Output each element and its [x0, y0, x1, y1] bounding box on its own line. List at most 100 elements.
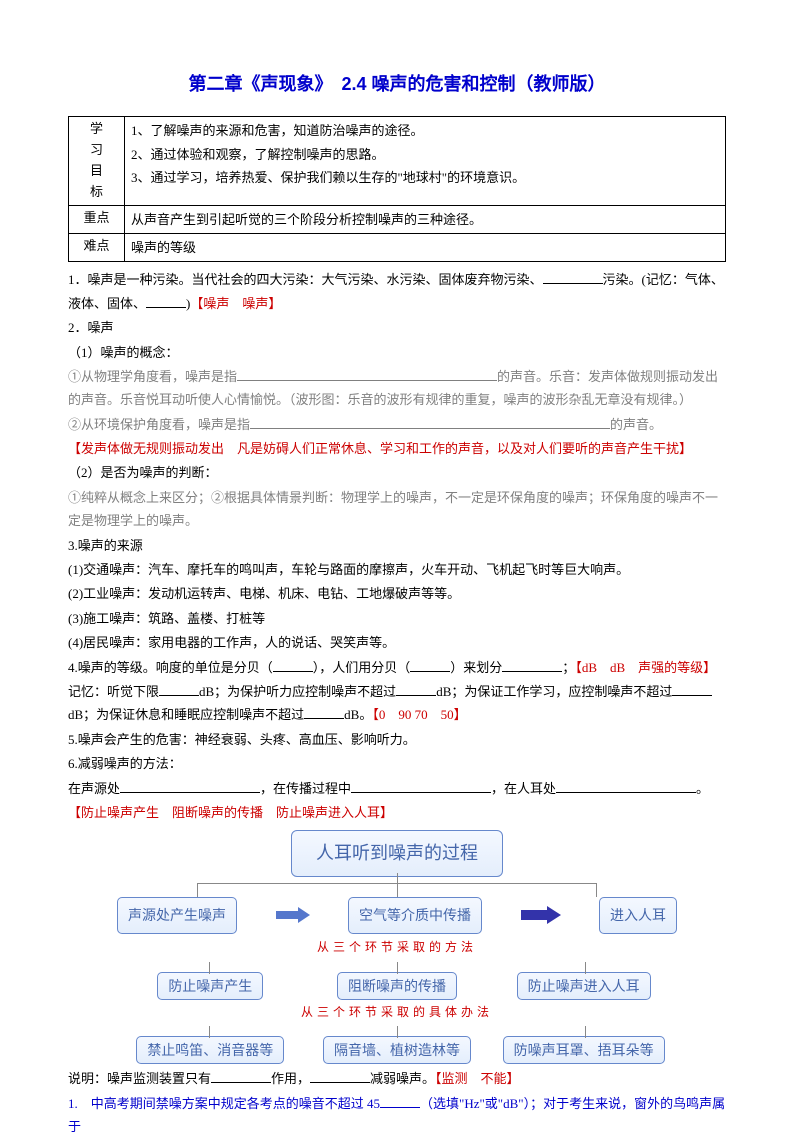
vdown-1	[197, 883, 198, 897]
line-1: 1．噪声是一种污染。当代社会的四大污染：大气污染、水污染、固体废弃物污染、污染。…	[68, 268, 726, 315]
t15e: dB。	[344, 707, 372, 722]
line-10: (1)交通噪声：汽车、摩托车的鸣叫声，车轮与路面的摩擦声，火车开动、飞机起飞时等…	[68, 558, 726, 581]
blank-20a	[211, 1070, 271, 1083]
vdown-2	[397, 883, 398, 897]
diag-red-1: 从三个环节采取的方法	[117, 937, 677, 959]
blank-1a	[543, 271, 603, 284]
question-1: 1. 中高考期间禁噪方案中规定各考点的噪音不超过 45（选填"Hz"或"dB"）…	[68, 1092, 726, 1139]
t18c: ，在人耳处	[491, 781, 556, 796]
v2a	[209, 1026, 210, 1038]
line-18: 在声源处 ，在传播过程中 ，在人耳处 。	[68, 777, 726, 800]
arrow-2	[521, 906, 561, 924]
diag-title: 人耳听到噪声的过程	[291, 830, 503, 876]
t15c: dB；为保证工作学习，应控制噪声不超过	[436, 684, 672, 699]
t20a: 说明：噪声监测装置只有	[68, 1071, 211, 1086]
line-2: 2．噪声	[68, 316, 726, 339]
t14b: ），人们用分贝（	[313, 660, 411, 675]
t15b: dB；为保护听力应控制噪声不超过	[199, 684, 396, 699]
line-16: 5.噪声会产生的危害：神经衰弱、头疼、高血压、影响听力。	[68, 728, 726, 751]
diag-row-sources: 声源处产生噪声 空气等介质中传播 进入人耳	[117, 897, 677, 934]
v2c	[585, 1026, 586, 1038]
line-11: (2)工业噪声：发动机运转声、电梯、机床、电钻、工地爆破声等等。	[68, 582, 726, 605]
diag-red-2: 从三个环节采取的具体办法	[117, 1002, 677, 1024]
objectives-table: 学习目标 1、了解噪声的来源和危害，知道防治噪声的途径。 2、通过体验和观察，了…	[68, 116, 726, 262]
t15a: 记忆：听觉下限	[68, 684, 159, 699]
vconn-2	[117, 1026, 677, 1038]
diag-conn-1	[117, 883, 677, 897]
diag-box-8: 隔音墙、植树造林等	[323, 1036, 471, 1064]
ans-14: 【dB dB 声强的等级】	[575, 660, 716, 675]
v2b	[397, 1026, 398, 1038]
blank-1b	[146, 295, 186, 308]
blank-14b	[410, 659, 450, 672]
blank-q1	[380, 1095, 420, 1108]
t1a: 1．噪声是一种污染。当代社会的四大污染：大气污染、水污染、固体废弃物污染、	[68, 272, 543, 287]
t14a: 4.噪声的等级。响度的单位是分贝（	[68, 660, 273, 675]
t20b: 作用，	[271, 1071, 310, 1086]
blank-15d	[304, 706, 344, 719]
ans-19: 【防止噪声产生 阻断噪声的传播 防止噪声进入人耳】	[68, 801, 726, 824]
t5b: 的声音。	[610, 417, 662, 432]
t5a: ②从环境保护角度看，噪声是指	[68, 417, 250, 432]
obj-left-1: 学习目标	[69, 117, 125, 205]
blank-18b	[351, 780, 491, 793]
t20c: 减弱噪声。	[370, 1071, 435, 1086]
blank-18c	[556, 780, 696, 793]
page-title: 第二章《声现象》 2.4 噪声的危害和控制（教师版）	[68, 68, 726, 100]
line-13: (4)居民噪声：家用电器的工作声，人的说话、哭笑声等。	[68, 631, 726, 654]
blank-15b	[396, 683, 436, 696]
blank-4	[237, 368, 497, 381]
ans-15: 【0 90 70 50】	[372, 707, 466, 722]
v1a	[209, 962, 210, 974]
obj-cell-1: 1、了解噪声的来源和危害，知道防治噪声的途径。 2、通过体验和观察，了解控制噪声…	[125, 117, 726, 205]
line-8: ①纯粹从概念上来区分；②根据具体情景判断：物理学上的噪声，不一定是环保角度的噪声…	[68, 486, 726, 533]
line-14: 4.噪声的等级。响度的单位是分贝（ ），人们用分贝（ ）来划分 ；【dB dB 声强的…	[68, 656, 726, 679]
line-12: (3)施工噪声：筑路、盖楼、打桩等	[68, 607, 726, 630]
obj-left-2: 重点	[69, 205, 125, 233]
t18d: 。	[696, 781, 709, 796]
v1c	[585, 962, 586, 974]
obj-line-3: 3、通过学习，培养热爱、保护我们赖以生存的"地球村"的环境意识。	[131, 166, 719, 189]
ans-1: 【噪声 噪声】	[190, 296, 281, 311]
ans-6: 【发声体做无规则振动发出 凡是妨碍人们正常休息、学习和工作的声音，以及对人们要听…	[68, 437, 726, 460]
blank-5	[250, 416, 610, 429]
arrow-1	[276, 907, 310, 923]
diag-box-4: 防止噪声产生	[157, 972, 263, 1000]
obj-left-3: 难点	[69, 233, 125, 261]
line-15: 记忆：听觉下限 dB；为保护听力应控制噪声不超过 dB；为保证工作学习，应控制噪声不…	[68, 680, 726, 727]
q1a: 1. 中高考期间禁噪方案中规定各考点的噪音不超过 45	[68, 1096, 380, 1111]
line-9: 3.噪声的来源	[68, 534, 726, 557]
process-diagram: 人耳听到噪声的过程 声源处产生噪声 空气等介质中传播 进入人耳 从三个环节采取的…	[117, 830, 677, 1063]
blank-14a	[273, 659, 313, 672]
line-4: ①从物理学角度看，噪声是指的声音。乐音：发声体做规则振动发出的声音。乐音悦耳动听…	[68, 365, 726, 412]
blank-14c	[502, 659, 562, 672]
line-7: （2）是否为噪声的判断：	[68, 461, 726, 484]
t18b: ，在传播过程中	[260, 781, 351, 796]
diag-row-methods: 防止噪声产生 阻断噪声的传播 防止噪声进入人耳	[117, 974, 677, 999]
diag-box-7: 禁止鸣笛、消音器等	[136, 1036, 284, 1064]
diag-box-5: 阻断噪声的传播	[337, 972, 457, 1000]
obj-val-3: 噪声的等级	[125, 233, 726, 261]
vdown-3	[596, 883, 597, 897]
line-3: （1）噪声的概念：	[68, 341, 726, 364]
t14c: ）来划分	[450, 660, 502, 675]
t14d: ；	[562, 660, 575, 675]
line-20: 说明：噪声监测装置只有 作用， 减弱噪声。【监测 不能】	[68, 1067, 726, 1090]
blank-18a	[120, 780, 260, 793]
obj-line-1: 1、了解噪声的来源和危害，知道防治噪声的途径。	[131, 119, 719, 142]
obj-line-2: 2、通过体验和观察，了解控制噪声的思路。	[131, 143, 719, 166]
vline-top	[397, 873, 398, 883]
diag-box-3: 进入人耳	[599, 897, 677, 934]
ans-20: 【监测 不能】	[435, 1071, 520, 1086]
diag-box-1: 声源处产生噪声	[117, 897, 237, 934]
diag-box-2: 空气等介质中传播	[348, 897, 482, 934]
obj-val-2: 从声音产生到引起听觉的三个阶段分析控制噪声的三种途径。	[125, 205, 726, 233]
t15d: dB；为保证休息和睡眠应控制噪声不超过	[68, 707, 304, 722]
blank-15a	[159, 683, 199, 696]
diag-row-examples: 禁止鸣笛、消音器等 隔音墙、植树造林等 防噪声耳罩、捂耳朵等	[117, 1038, 677, 1063]
t18a: 在声源处	[68, 781, 120, 796]
line-5: ②从环境保护角度看，噪声是指 的声音。	[68, 413, 726, 436]
blank-20b	[310, 1070, 370, 1083]
line-17: 6.减弱噪声的方法：	[68, 752, 726, 775]
blank-15c	[672, 683, 712, 696]
